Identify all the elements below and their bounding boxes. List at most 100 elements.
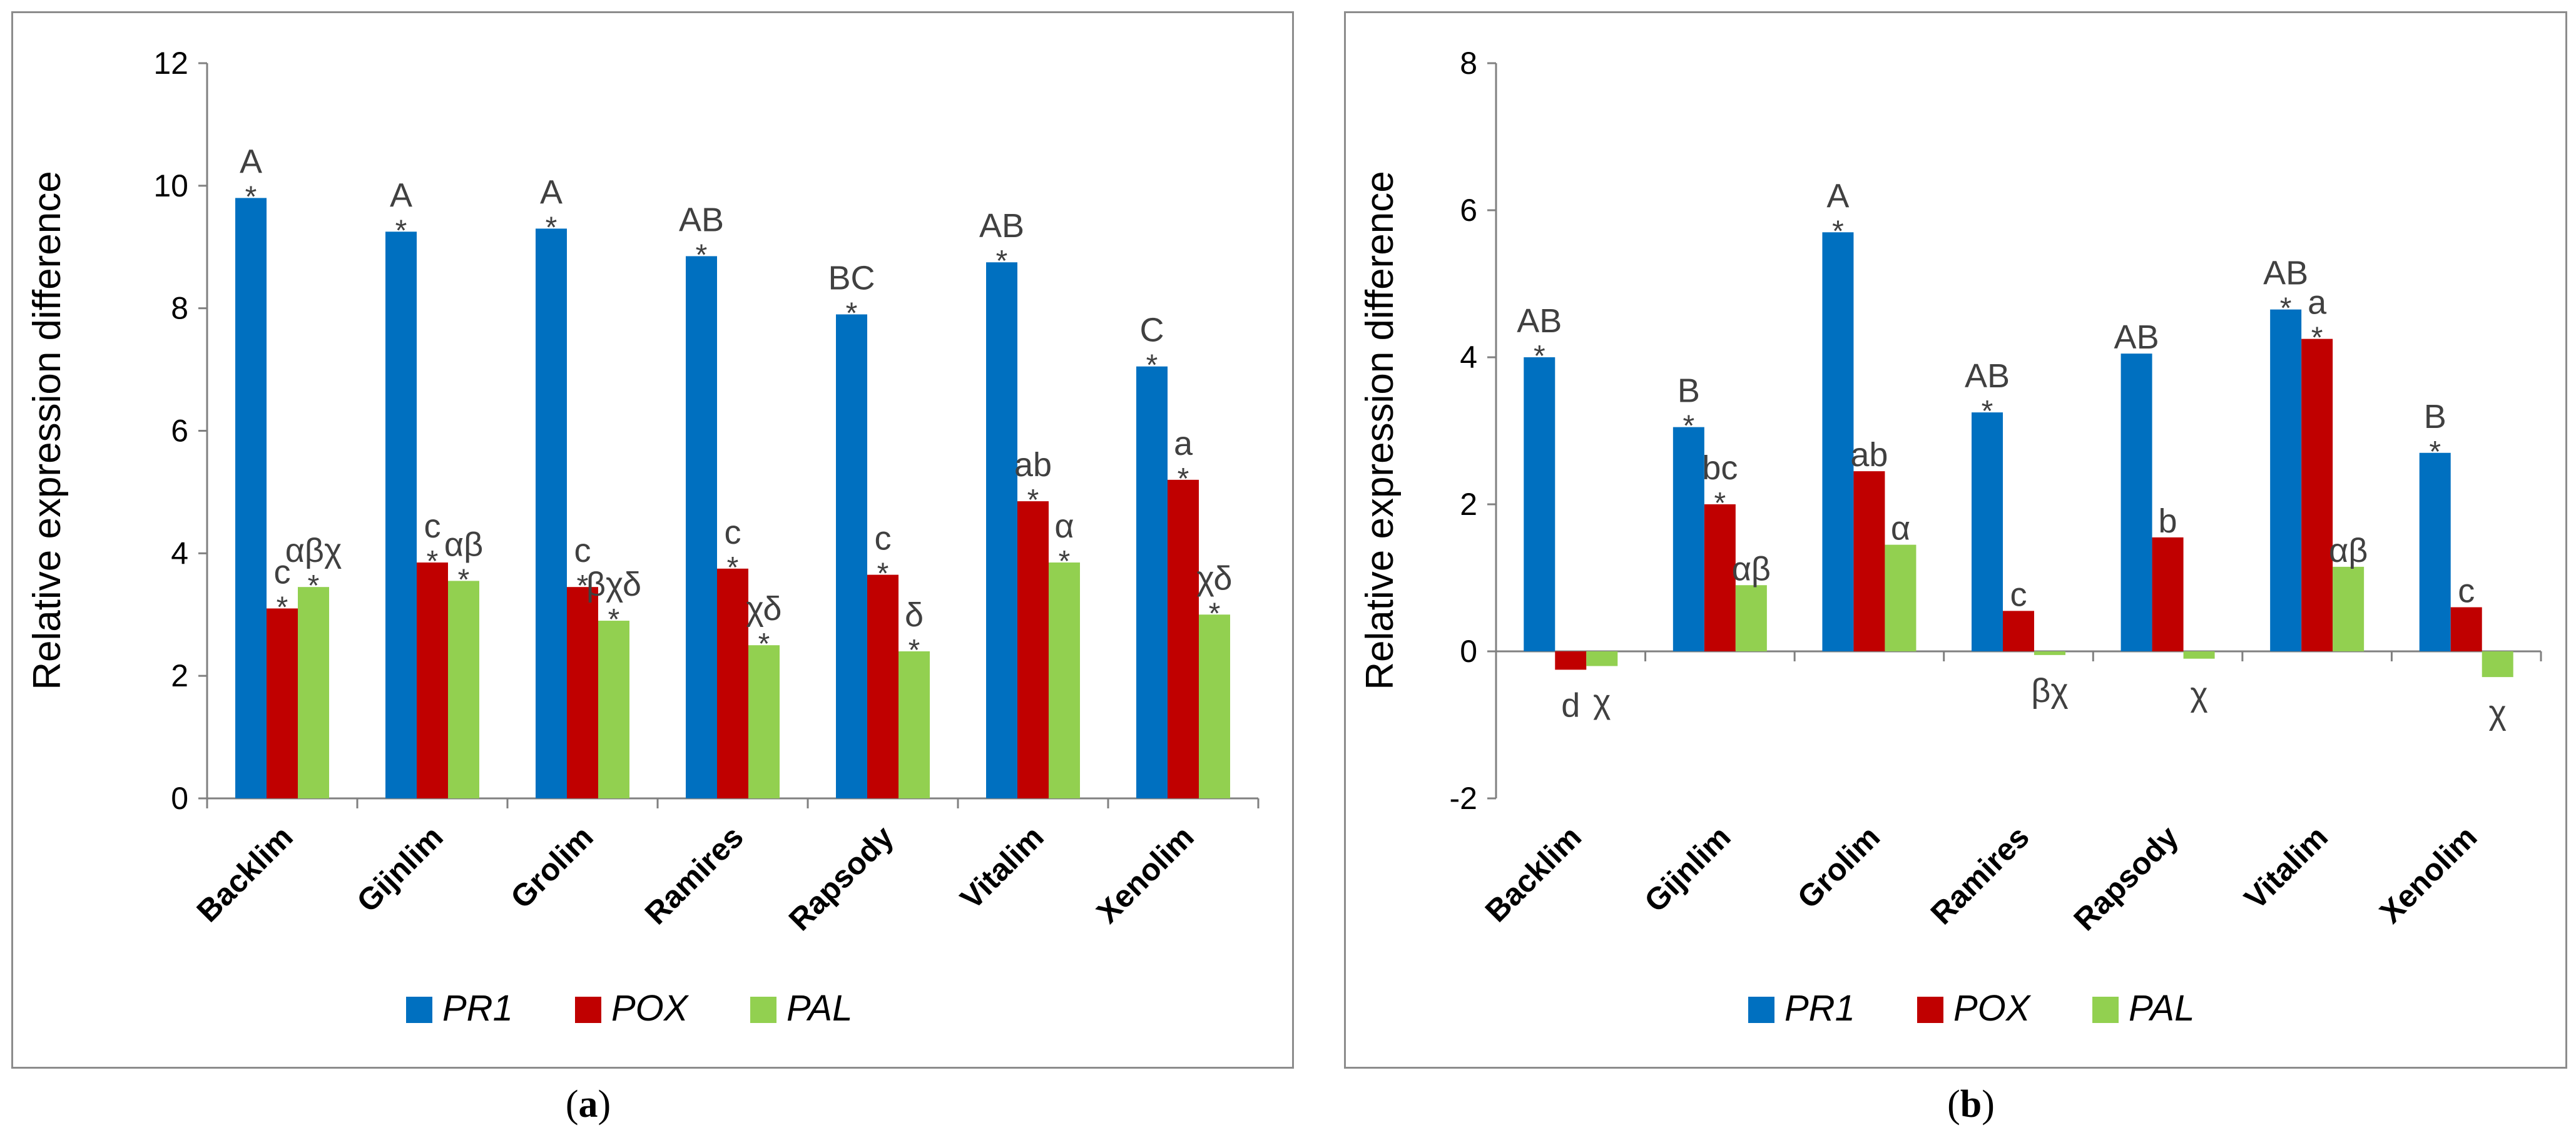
legend-label-pr1: PR1 <box>1784 988 1855 1029</box>
chart-panel-a: 0 2 4 6 8 10 12 Relative expression difference B… <box>11 11 1294 1069</box>
chart-panel-b: -2 0 2 4 6 8 Relative expression difference Bac… <box>1344 11 2567 1069</box>
group-letter: A <box>540 173 563 211</box>
bar-pr1 <box>235 198 267 799</box>
legend-label-pox: POX <box>1953 988 2032 1029</box>
group-letter: c <box>274 553 291 591</box>
bar-pal <box>2482 651 2513 678</box>
significance-star: * <box>1027 484 1039 517</box>
group-letter: c <box>725 514 741 551</box>
x-category-label: Vitalim <box>954 819 1051 916</box>
chart-a-svg: 0 2 4 6 8 10 12 Relative expression difference B… <box>26 46 1260 1029</box>
bar-pal <box>1885 544 1917 651</box>
bar-pal <box>2183 651 2215 659</box>
bar-pr1 <box>686 256 717 798</box>
y-tick-label: 0 <box>171 781 188 816</box>
significance-star: * <box>696 238 708 272</box>
bar-pr1 <box>836 314 867 798</box>
significance-star: * <box>546 211 557 244</box>
significance-star: * <box>1982 395 1993 428</box>
group-letter: ab <box>1850 436 1888 474</box>
bar-pr1 <box>2120 354 2152 651</box>
significance-star: * <box>427 545 439 578</box>
group-letter: A <box>1826 177 1849 215</box>
significance-star: * <box>996 245 1008 278</box>
significance-star: * <box>458 563 470 596</box>
legend-label-pal: PAL <box>2129 988 2194 1029</box>
significance-star: * <box>1534 340 1545 373</box>
x-category-label: Ramires <box>1924 819 2036 931</box>
group-letter: α <box>1054 507 1074 545</box>
significance-star: * <box>1059 545 1071 578</box>
significance-star: * <box>877 557 889 591</box>
x-category-label: Rapsody <box>2067 819 2185 937</box>
significance-star: * <box>1146 349 1158 382</box>
legend-label-pal: PAL <box>787 988 852 1029</box>
legend-swatch-pox <box>575 997 601 1023</box>
bar-pr1 <box>385 232 417 798</box>
y-tick-label: 6 <box>171 414 188 449</box>
significance-star: * <box>395 214 407 247</box>
y-axis-title: Relative expression difference <box>26 171 69 690</box>
bar-pox <box>417 562 448 798</box>
bar-pox <box>1168 479 1199 798</box>
y-tick-label: 2 <box>171 658 188 693</box>
group-letter: bc <box>1702 449 1738 487</box>
group-letter: αβ <box>1732 550 1771 588</box>
group-letter: C <box>1140 312 1164 349</box>
y-tick-label: 8 <box>171 291 188 326</box>
group-letter: c <box>574 532 591 569</box>
y-axis-title: Relative expression difference <box>1358 171 1402 690</box>
significance-star: * <box>1714 487 1726 520</box>
group-letter: AB <box>1965 357 2010 395</box>
significance-star: * <box>758 628 770 661</box>
bar-pr1 <box>2270 309 2302 651</box>
group-letter: AB <box>679 201 724 238</box>
caption-b: (b) <box>1947 1083 1995 1126</box>
bar-pal <box>598 621 629 798</box>
group-letter: AB <box>2114 318 2159 356</box>
x-category-label: Gijnlim <box>350 819 449 919</box>
y-tick-label: 0 <box>1460 634 1477 669</box>
bar-pox <box>867 574 899 798</box>
bar-pox <box>1555 651 1587 670</box>
group-letter: AB <box>1517 302 1562 340</box>
group-letter: αβ <box>2329 532 2368 569</box>
significance-star: * <box>727 551 739 584</box>
group-letter: c <box>875 520 892 557</box>
x-category-label: Ramires <box>638 819 750 931</box>
legend-swatch-pox <box>1917 997 1943 1023</box>
bar-pox <box>567 587 598 798</box>
bar-pal <box>1049 562 1080 798</box>
legend-swatch-pal <box>2092 997 2119 1023</box>
bar-pr1 <box>986 262 1017 799</box>
x-category-label: Xenolim <box>1090 819 1201 930</box>
x-category-label: Gijnlim <box>1637 819 1737 919</box>
group-letter: χδ <box>1197 559 1233 597</box>
bar-pox <box>2152 537 2184 651</box>
bar-pal <box>448 581 479 798</box>
significance-star: * <box>2311 322 2323 355</box>
y-tick-label: 10 <box>153 168 188 203</box>
significance-star: * <box>277 591 288 624</box>
group-letter: BC <box>828 259 875 297</box>
significance-star: * <box>1683 410 1695 443</box>
significance-star: * <box>2280 292 2292 325</box>
group-letter: ab <box>1014 446 1052 484</box>
bar-pal <box>298 587 329 798</box>
group-letter: βχδ <box>586 566 641 603</box>
group-letter: a <box>1174 425 1193 462</box>
significance-star: * <box>308 569 320 603</box>
group-letter: αβ <box>444 526 483 563</box>
significance-star: * <box>1209 597 1221 630</box>
bar-pr1 <box>2419 452 2451 651</box>
group-letter: a <box>2308 284 2327 322</box>
y-tick-label: 4 <box>1460 340 1477 375</box>
x-category-label: Vitalim <box>2237 819 2334 916</box>
group-letter: c <box>424 507 441 545</box>
group-letter: AB <box>979 207 1024 245</box>
bar-pal <box>1586 651 1618 666</box>
group-letter: χδ <box>746 590 782 628</box>
legend-swatch-pal <box>750 997 776 1023</box>
significance-star: * <box>1832 215 1844 248</box>
